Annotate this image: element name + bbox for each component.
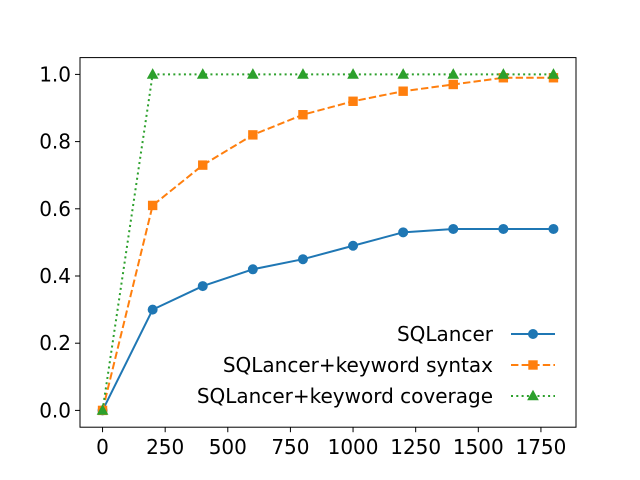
- data-point-series-1: [197, 281, 208, 292]
- x-tick-label: 250: [146, 435, 184, 459]
- data-point-series-3: [96, 404, 109, 415]
- data-point-series-1: [398, 227, 409, 238]
- data-point-series-3: [297, 68, 309, 79]
- data-point-series-3: [547, 68, 560, 79]
- data-point-series-1: [147, 304, 158, 315]
- data-point-series-3: [196, 68, 209, 79]
- x-tick-label: 500: [209, 435, 247, 459]
- data-point-series-1: [548, 223, 559, 234]
- legend: SQLancer SQLancer+keyword syntax SQLancer+…: [197, 322, 555, 408]
- y-tick-label: 0.6: [39, 197, 71, 221]
- data-point-series-2: [248, 130, 258, 140]
- data-point-series-3: [146, 68, 159, 79]
- data-point-series-1: [297, 254, 308, 265]
- plot-area: [96, 68, 560, 416]
- legend-label-2: SQLancer+keyword syntax: [223, 353, 493, 377]
- axes-frame: [79, 57, 577, 428]
- data-point-series-2: [348, 96, 358, 106]
- legend-label-1: SQLancer: [397, 322, 494, 346]
- series-line-1: [101, 227, 554, 411]
- data-point-series-3: [447, 68, 460, 79]
- series-line-2: [101, 76, 554, 411]
- data-point-series-3: [347, 68, 359, 79]
- data-point-series-1: [448, 223, 459, 234]
- data-point-series-2: [448, 79, 458, 90]
- y-tick-label: 1.0: [39, 62, 71, 86]
- data-point-series-1: [348, 240, 359, 251]
- y-tick-label: 0.8: [39, 130, 71, 154]
- y-tick-label: 0.2: [39, 331, 71, 355]
- data-point-series-2: [198, 160, 208, 170]
- axes: 0 250 500 750 1000 1250 1500 1750 0.0 0.2 0.4 0.6 0.…: [39, 57, 577, 459]
- data-point-series-1: [247, 264, 258, 275]
- data-point-series-3: [497, 68, 510, 79]
- legend-marker-1: [528, 329, 538, 339]
- legend-marker-2: [528, 360, 538, 370]
- legend-label-3: SQLancer+keyword coverage: [197, 384, 493, 408]
- data-point-series-3: [246, 68, 259, 79]
- x-tick-label: 1000: [328, 435, 379, 459]
- x-tick-label: 1500: [453, 435, 504, 459]
- data-point-series-2: [298, 110, 308, 120]
- legend-marker-3: [527, 389, 539, 401]
- x-tick-label: 1750: [515, 435, 566, 459]
- data-point-series-1: [498, 223, 509, 234]
- data-point-series-2: [398, 86, 408, 96]
- y-tick-label: 0.4: [39, 264, 71, 288]
- data-point-series-3: [397, 68, 410, 79]
- x-tick-label: 0: [96, 435, 109, 459]
- series-line-3: [101, 73, 554, 411]
- data-point-series-2: [147, 200, 158, 211]
- y-tick-label: 0.0: [39, 398, 71, 422]
- x-tick-label: 1250: [390, 435, 441, 459]
- x-tick-label: 750: [271, 435, 309, 459]
